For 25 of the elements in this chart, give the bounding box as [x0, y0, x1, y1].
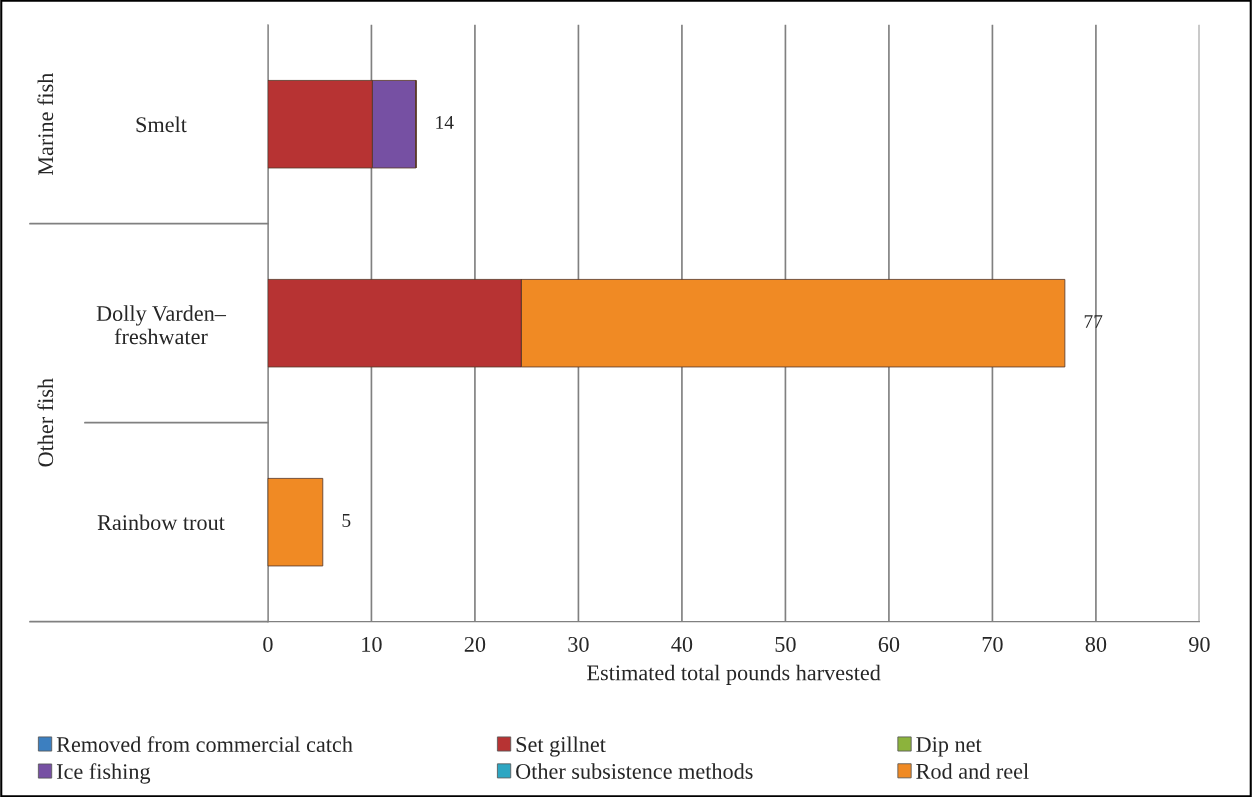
text: Other fish [37, 378, 54, 467]
text: Marine fish [37, 72, 54, 176]
x-tick-label: 10 [362, 636, 382, 652]
x-tick-label: 90 [1189, 636, 1210, 652]
x-tick-label: 20 [464, 636, 486, 652]
legend-label: Set gillnet [516, 736, 606, 757]
legend-label: Dip net [916, 737, 982, 757]
x-tick-label: 80 [1085, 636, 1107, 652]
legend-label: Rod and reel [916, 763, 1029, 779]
x-axis-title: Estimated total pounds harvested [587, 664, 881, 685]
x-tick-label: 40 [671, 636, 693, 652]
x-tick-label: 50 [775, 636, 796, 652]
legend-label: Ice fishing [56, 763, 151, 784]
legend-label: Other subsistence methods [516, 763, 753, 779]
x-tick-label: 70 [982, 636, 1003, 652]
x-tick-label: 0 [263, 636, 273, 652]
x-tick-label: 30 [568, 636, 589, 652]
x-tick-label: 60 [878, 636, 900, 652]
y-tick-label: Rainbow trout [97, 514, 225, 531]
legend-label: Removed from commercial catch [56, 736, 353, 753]
total-label: 5 [342, 514, 351, 528]
y-tick-label: Dolly Varden– freshwater [96, 305, 227, 345]
total-label: 14 [436, 116, 454, 129]
total-label: 77 [1084, 315, 1103, 328]
y-tick-label: Smelt [136, 116, 187, 133]
